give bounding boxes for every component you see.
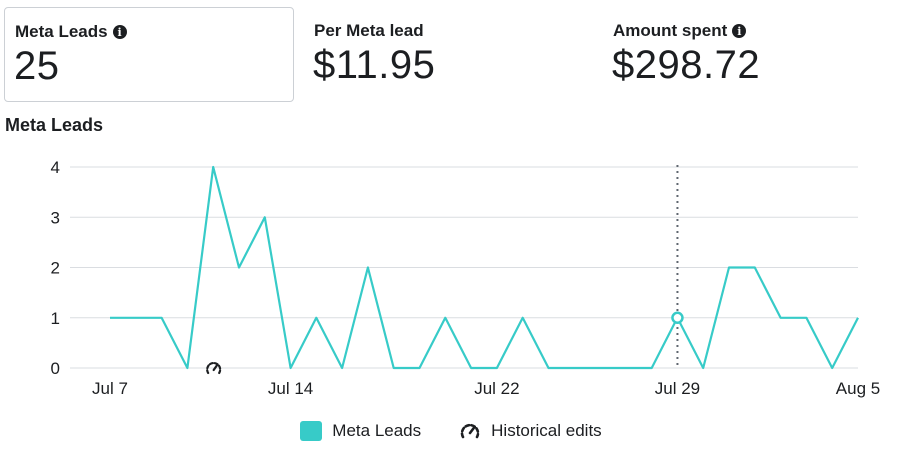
x-tick-label: Aug 5	[836, 379, 880, 398]
metric-card-meta-leads[interactable]: Meta Leads i 25	[4, 7, 294, 102]
y-tick-label: 1	[51, 309, 60, 328]
metric-value: 25	[14, 44, 60, 88]
legend-label-historical-edits: Historical edits	[491, 421, 602, 440]
legend-swatch	[300, 421, 323, 441]
chart-title: Meta Leads	[5, 115, 104, 135]
series-line-meta-leads	[110, 165, 859, 370]
legend-label-meta-leads: Meta Leads	[332, 421, 422, 440]
metric-label: Amount spent i	[613, 21, 747, 41]
y-tick-label: 0	[51, 359, 60, 378]
x-tick-label: Jul 29	[655, 379, 700, 398]
legend-item-historical-edits[interactable]: Historical edits	[459, 421, 602, 441]
x-tick-label: Jul 22	[474, 379, 519, 398]
info-icon[interactable]: i	[112, 25, 127, 39]
metric-label-text: Meta Leads	[15, 22, 108, 41]
metric-label-text: Per Meta lead	[314, 21, 424, 40]
metric-value: $298.72	[612, 43, 761, 87]
x-tick-label: Jul 7	[92, 379, 128, 398]
metric-card-amount-spent[interactable]: Amount spent i $298.72	[603, 7, 893, 102]
info-icon[interactable]: i	[732, 24, 747, 38]
historical-edit-icon[interactable]	[206, 361, 222, 375]
y-tick-label: 4	[51, 158, 60, 177]
gauge-icon	[460, 423, 480, 439]
metric-card-per-meta-lead[interactable]: Per Meta lead $11.95	[304, 7, 594, 102]
metric-value: $11.95	[313, 43, 436, 87]
legend-item-meta-leads[interactable]: Meta Leads	[300, 421, 421, 441]
x-tick-label: Jul 14	[268, 379, 313, 398]
y-tick-label: 3	[51, 208, 60, 227]
metric-label: Per Meta lead	[314, 21, 424, 41]
metric-label: Meta Leads i	[15, 22, 127, 42]
highlighted-data-point	[671, 311, 684, 324]
chart-legend: Meta Leads Historical edits	[0, 421, 902, 441]
y-tick-label: 2	[51, 259, 60, 278]
metric-label-text: Amount spent	[613, 21, 728, 40]
